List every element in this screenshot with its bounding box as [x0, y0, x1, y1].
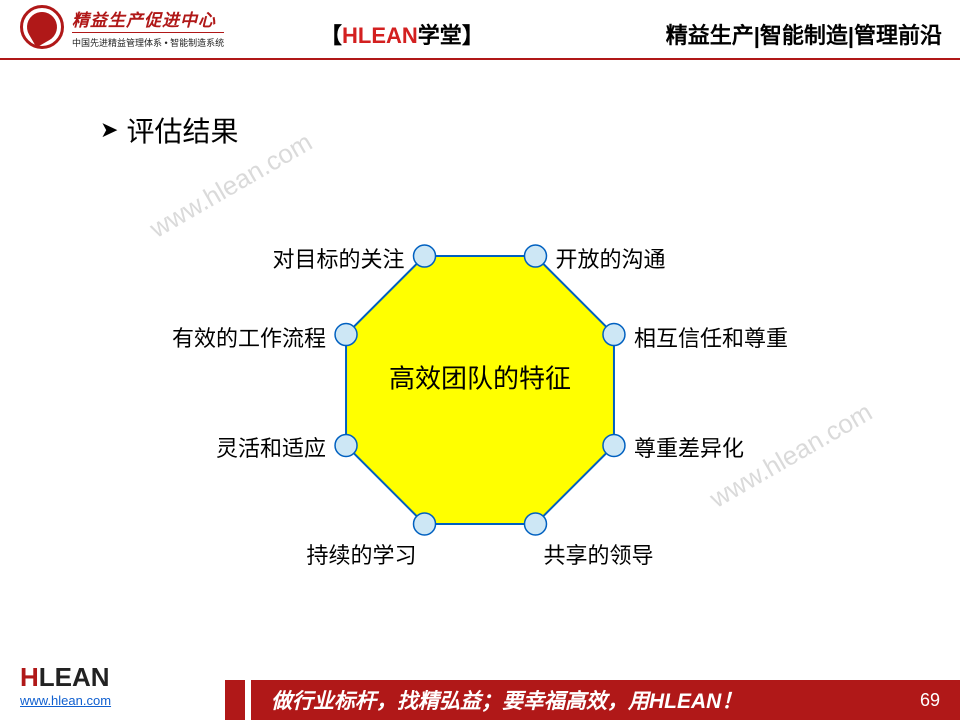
node-label: 灵活和适应	[216, 431, 326, 463]
node-label: 相互信任和尊重	[634, 321, 788, 353]
chevron-icon: ➤	[100, 117, 118, 143]
header-right: 精益生产|智能制造|管理前沿	[666, 18, 942, 50]
node-label: 尊重差异化	[634, 431, 744, 463]
page-number: 69	[920, 690, 940, 711]
footer-bar: 做行业标杆，找精弘益；要幸福高效，用HLEAN！ 69	[225, 680, 960, 720]
node-label: 持续的学习	[307, 538, 417, 570]
node-label: 有效的工作流程	[172, 321, 326, 353]
logo-text: 精益生产促进中心 中国先进精益管理体系 • 智能制造系统	[72, 6, 224, 49]
footer-url: www.hlean.com	[20, 693, 111, 708]
diagram-center-label: 高效团队的特征	[389, 359, 571, 396]
footer-logo-lean: LEAN	[39, 662, 110, 692]
footer-logo: HLEAN www.hlean.com	[20, 662, 111, 708]
footer-slogan: 做行业标杆，找精弘益；要幸福高效，用HLEAN！	[271, 685, 742, 715]
octagon-diagram: 高效团队的特征 对目标的关注 开放的沟通有效的工作流程 相互信任和尊重灵活和适应 尊重…	[160, 140, 800, 640]
header-center: 【HLEAN学堂】	[320, 18, 484, 50]
logo-area: 精益生产促进中心 中国先进精益管理体系 • 智能制造系统	[20, 5, 224, 49]
header: 精益生产促进中心 中国先进精益管理体系 • 智能制造系统 【HLEAN学堂】 精…	[0, 0, 960, 60]
logo-subtitle: 中国先进精益管理体系 • 智能制造系统	[72, 36, 224, 49]
node-label: 共享的领导	[543, 538, 653, 570]
node-label: 开放的沟通	[555, 242, 665, 274]
footer-logo-h: H	[20, 662, 39, 692]
footer: HLEAN www.hlean.com 做行业标杆，找精弘益；要幸福高效，用HL…	[0, 662, 960, 720]
node-label: 对目标的关注	[273, 242, 405, 274]
logo-icon	[20, 5, 64, 49]
logo-title: 精益生产促进中心	[72, 6, 224, 31]
